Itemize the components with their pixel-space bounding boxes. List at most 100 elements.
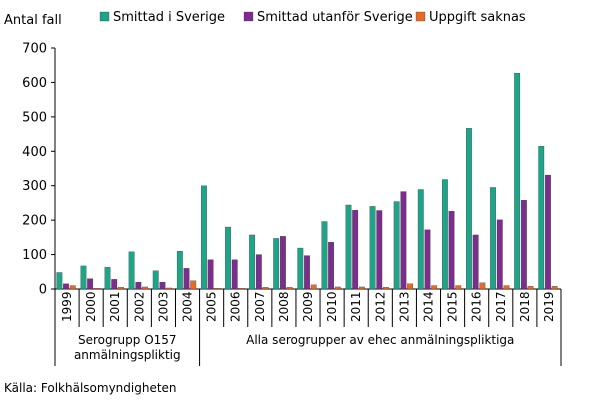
- group-label: Serogrupp O157: [78, 333, 177, 347]
- x-tick-label: 2014: [421, 291, 435, 322]
- x-tick-label: 2012: [373, 291, 387, 322]
- bar-uppgift-saknas: [286, 287, 293, 290]
- group-label: Alla serogrupper av ehec anmälningsplikt…: [246, 333, 514, 347]
- bar-uppgift-saknas: [551, 286, 558, 290]
- x-tick-label: 2002: [132, 291, 146, 322]
- bar-uppgift-saknas: [503, 285, 510, 290]
- bar-uppgift-saknas: [118, 287, 124, 290]
- bar-smittad-utanf-r-sverige: [496, 219, 503, 290]
- legend-swatch: [99, 11, 110, 22]
- legend-label: Uppgift saknas: [429, 10, 526, 25]
- bar-smittad-i-sverige: [128, 251, 135, 290]
- bar-smittad-utanf-r-sverige: [207, 259, 214, 290]
- bar-uppgift-saknas: [527, 286, 534, 290]
- y-tick-label: 100: [22, 248, 47, 263]
- bar-smittad-utanf-r-sverige: [111, 279, 118, 290]
- bar-uppgift-saknas: [310, 284, 317, 290]
- bar-smittad-utanf-r-sverige: [231, 259, 238, 290]
- y-tick-label: 500: [22, 110, 47, 125]
- bar-smittad-i-sverige: [80, 265, 87, 290]
- bar-smittad-utanf-r-sverige: [63, 283, 69, 290]
- bar-smittad-i-sverige: [56, 272, 63, 290]
- bar-smittad-i-sverige: [201, 185, 207, 290]
- x-tick-label: 2019: [542, 291, 556, 322]
- bar-uppgift-saknas: [479, 282, 486, 290]
- bar-smittad-utanf-r-sverige: [520, 200, 527, 290]
- x-tick-label: 2015: [446, 291, 460, 322]
- bar-smittad-utanf-r-sverige: [448, 211, 455, 290]
- bar-uppgift-saknas: [262, 287, 269, 290]
- bar-smittad-utanf-r-sverige: [545, 174, 551, 290]
- bar-uppgift-saknas: [190, 280, 197, 290]
- x-tick-label: 1999: [60, 291, 74, 322]
- bar-uppgift-saknas: [358, 286, 365, 290]
- bar-smittad-i-sverige: [538, 145, 545, 290]
- bar-smittad-i-sverige: [273, 238, 280, 290]
- legend-label: Smittad utanför Sverige: [257, 10, 413, 25]
- bar-smittad-i-sverige: [490, 187, 496, 290]
- bar-smittad-utanf-r-sverige: [183, 268, 190, 290]
- bar-uppgift-saknas: [407, 283, 413, 290]
- y-tick-label: 600: [22, 76, 47, 91]
- bar-smittad-i-sverige: [176, 250, 183, 290]
- bar-uppgift-saknas: [455, 285, 462, 290]
- bar-uppgift-saknas: [142, 286, 148, 290]
- legend-label: Smittad i Sverige: [113, 10, 225, 25]
- bar-smittad-i-sverige: [297, 247, 304, 290]
- bar-smittad-utanf-r-sverige: [400, 191, 407, 290]
- x-tick-label: 2001: [108, 291, 122, 322]
- x-tick-label: 2017: [494, 291, 508, 322]
- x-tick-label: 2013: [397, 291, 411, 322]
- x-tick-label: 2006: [229, 291, 243, 322]
- x-tick-label: 2000: [84, 291, 98, 322]
- bar-smittad-utanf-r-sverige: [424, 229, 431, 290]
- legend-swatch: [243, 11, 254, 22]
- legend: Smittad i Sverige Smittad utanför Sverige…: [99, 10, 526, 25]
- x-tick-label: 2004: [181, 291, 195, 322]
- x-tick-label: 2010: [325, 291, 339, 322]
- x-tick-label: 2016: [470, 291, 484, 322]
- x-tick-label: 2018: [518, 291, 532, 322]
- x-tick-label: 2003: [156, 291, 170, 322]
- bar-smittad-utanf-r-sverige: [280, 236, 286, 290]
- bar-smittad-utanf-r-sverige: [328, 242, 334, 290]
- bar-uppgift-saknas: [238, 288, 245, 290]
- bar-smittad-i-sverige: [249, 234, 256, 290]
- x-tick-label: 2008: [277, 291, 291, 322]
- bar-smittad-i-sverige: [104, 267, 111, 290]
- bar-smittad-utanf-r-sverige: [472, 234, 479, 290]
- x-tick-label: 2011: [349, 291, 363, 322]
- bar-uppgift-saknas: [334, 286, 341, 290]
- group-label: anmälningspliktig: [74, 348, 181, 362]
- x-tick-label: 2007: [253, 291, 267, 322]
- bars: [56, 72, 558, 290]
- x-tick-label: 2009: [301, 291, 315, 322]
- bar-uppgift-saknas: [383, 287, 389, 290]
- bar-uppgift-saknas: [93, 288, 100, 290]
- bar-smittad-i-sverige: [466, 128, 472, 290]
- bar-smittad-i-sverige: [345, 204, 352, 290]
- bar-smittad-utanf-r-sverige: [376, 210, 383, 290]
- bar-uppgift-saknas: [214, 288, 221, 290]
- x-tick-label: 2005: [205, 291, 219, 322]
- bar-smittad-i-sverige: [152, 270, 159, 290]
- bar-smittad-i-sverige: [441, 179, 448, 290]
- y-tick-label: 300: [22, 179, 47, 194]
- bar-smittad-utanf-r-sverige: [87, 278, 94, 290]
- bar-smittad-utanf-r-sverige: [159, 281, 166, 290]
- bar-smittad-i-sverige: [321, 221, 328, 290]
- bar-smittad-utanf-r-sverige: [135, 281, 142, 290]
- bar-smittad-i-sverige: [514, 72, 521, 290]
- bar-smittad-i-sverige: [393, 201, 400, 290]
- y-tick-label: 200: [22, 214, 47, 229]
- source-note: Källa: Folkhälsomyndigheten: [4, 381, 177, 395]
- bar-smittad-utanf-r-sverige: [304, 255, 310, 290]
- bar-uppgift-saknas: [166, 287, 173, 290]
- y-axis-title: Antal fall: [4, 13, 62, 28]
- bar-uppgift-saknas: [69, 285, 76, 290]
- y-tick-label: 400: [22, 145, 47, 160]
- bar-smittad-i-sverige: [225, 226, 231, 290]
